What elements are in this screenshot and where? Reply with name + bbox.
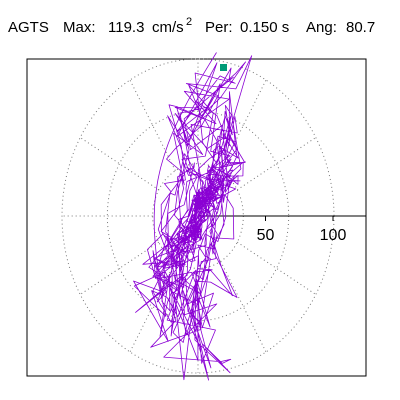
radial-tick-label-100: 100 [320, 227, 347, 244]
max-marker-group [220, 64, 227, 71]
radial-tick-label-50: 50 [257, 227, 275, 244]
max-unit: cm/s [152, 19, 184, 36]
hodogram-trace [133, 52, 253, 381]
max-value: 119.3 [108, 19, 144, 36]
plot-frame [26, 58, 367, 377]
grid-spoke-300 [220, 261, 267, 353]
radial-tick-labels: 50 100 [257, 227, 347, 244]
grid-spoke-30 [236, 137, 317, 191]
max-marker [220, 64, 227, 71]
grid-spoke-120 [129, 79, 176, 171]
grid-spoke-240 [129, 261, 176, 353]
grid-spoke-330 [236, 241, 317, 295]
per-label: Per: [205, 19, 233, 36]
max-label: Max: [63, 19, 96, 36]
ang-value: 80.7 [346, 19, 375, 36]
chart-header: AGTS Max: 119.3 cm/s 2 Per: 0.150 s Ang:… [8, 16, 375, 36]
trace-path [133, 52, 253, 381]
station-code: AGTS [8, 19, 49, 36]
per-value: 0.150 s [240, 19, 289, 36]
ang-label: Ang: [306, 19, 337, 36]
max-unit-superscript: 2 [186, 16, 192, 28]
